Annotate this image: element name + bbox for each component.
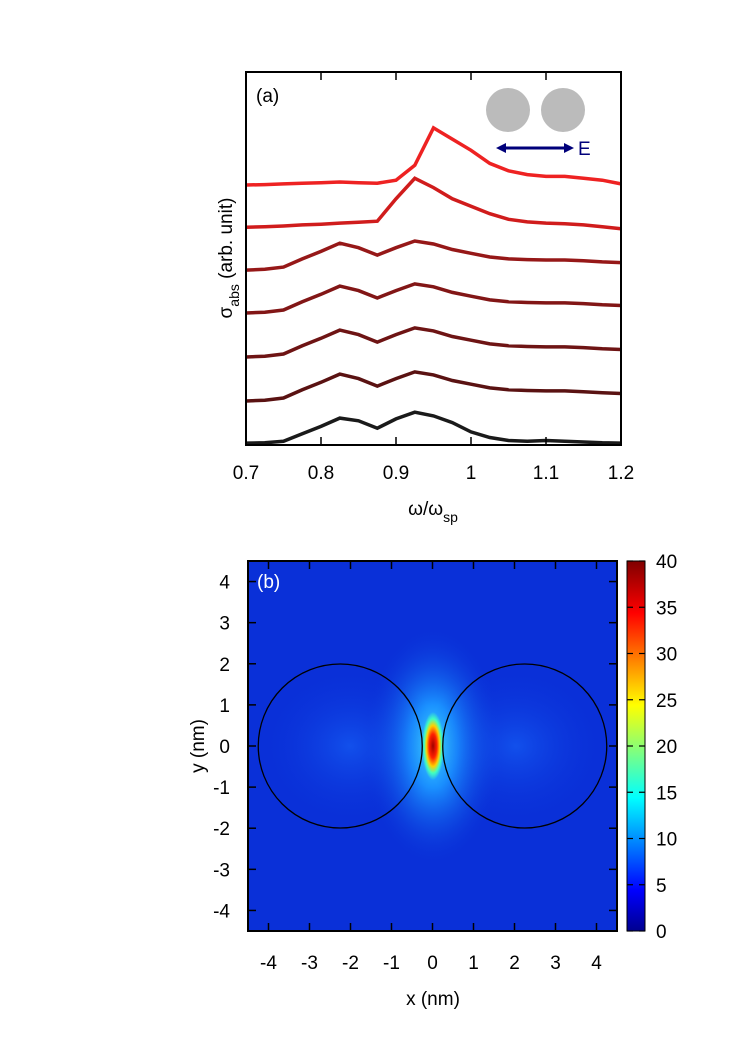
curve (245, 410, 622, 445)
colorbar-tick-label: 15 (656, 783, 677, 804)
x-tick-label: 4 (591, 953, 602, 974)
y-tick-label: 4 (219, 573, 230, 594)
heatmap-shade (426, 666, 606, 826)
panel-a: E (a) ω/ωsp σabs (arb. unit) 0.7 0.8 0.9 1 1… (216, 71, 634, 525)
panel-label: (a) (256, 86, 279, 107)
colorbar-tick-label: 10 (656, 830, 677, 851)
colorbar-tick-label: 25 (656, 691, 677, 712)
heatmap (248, 561, 617, 931)
x-axis-label-main: ω/ω (408, 499, 443, 520)
x-axis-label-sub: sp (443, 509, 458, 525)
x-tick-label: 0.9 (383, 463, 409, 484)
y-axis-label: σabs (arb. unit) (216, 198, 242, 319)
y-tick-label: 0 (219, 737, 230, 758)
colorbar-tick-label: 30 (656, 645, 677, 666)
x-axis-label: x (nm) (406, 989, 460, 1010)
curve (245, 370, 622, 403)
y-axis-label-main: σ (216, 306, 237, 318)
x-tick-label: 1.2 (608, 463, 634, 484)
x-tick-label: -1 (383, 953, 400, 974)
y-tick-label: 3 (219, 614, 230, 635)
y-tick-label: -4 (213, 901, 230, 922)
x-tick-label: -3 (301, 953, 318, 974)
inset-particle (541, 88, 585, 132)
plot-frame (245, 71, 622, 446)
x-tick-label: -4 (260, 953, 277, 974)
x-tick-label: 1.1 (533, 463, 559, 484)
curve (245, 326, 622, 359)
y-tick-label: -3 (213, 860, 230, 881)
x-tick-label: 3 (550, 953, 561, 974)
colorbar-tick-label: 20 (656, 737, 677, 758)
colorbar-tick-label: 0 (656, 922, 667, 943)
x-tick-label: 0.7 (233, 463, 259, 484)
curve (245, 176, 622, 231)
curve (245, 125, 622, 187)
particle-outline (442, 663, 608, 829)
x-tick-label: -2 (342, 953, 359, 974)
heatmap-shade (260, 666, 440, 826)
panel-label: (b) (257, 572, 280, 593)
inset-label: E (578, 139, 591, 160)
y-tick-label: 2 (219, 655, 230, 676)
panel-b: (b) x (nm) y (nm) -4 -3 -2 -1 0 1 2 3 4 -4 -3 -2 -1 0… (188, 552, 677, 1010)
colorbar-tick-label: 5 (656, 876, 667, 897)
colorbar-tick-label: 35 (656, 598, 677, 619)
curve (245, 282, 622, 315)
plot-frame (247, 560, 618, 932)
x-tick-label: 1 (468, 953, 479, 974)
colorbar-tick-label: 40 (656, 552, 677, 573)
x-tick-label: 1 (466, 463, 477, 484)
y-axis-label-sub: abs (226, 284, 242, 307)
curve (245, 239, 622, 272)
x-tick-label: 0.8 (308, 463, 334, 484)
particle-outline (257, 663, 423, 829)
heatmap-hotspot (422, 712, 444, 780)
x-axis-label: ω/ωsp (408, 499, 458, 525)
x-tick-label: 0 (427, 953, 438, 974)
y-axis-label: y (nm) (188, 719, 209, 773)
y-tick-label: -2 (213, 819, 230, 840)
y-tick-label: 1 (219, 696, 230, 717)
y-axis-label-rest: (arb. unit) (216, 198, 237, 285)
inset-particle (486, 88, 530, 132)
y-tick-label: -1 (213, 778, 230, 799)
x-tick-label: 2 (509, 953, 520, 974)
